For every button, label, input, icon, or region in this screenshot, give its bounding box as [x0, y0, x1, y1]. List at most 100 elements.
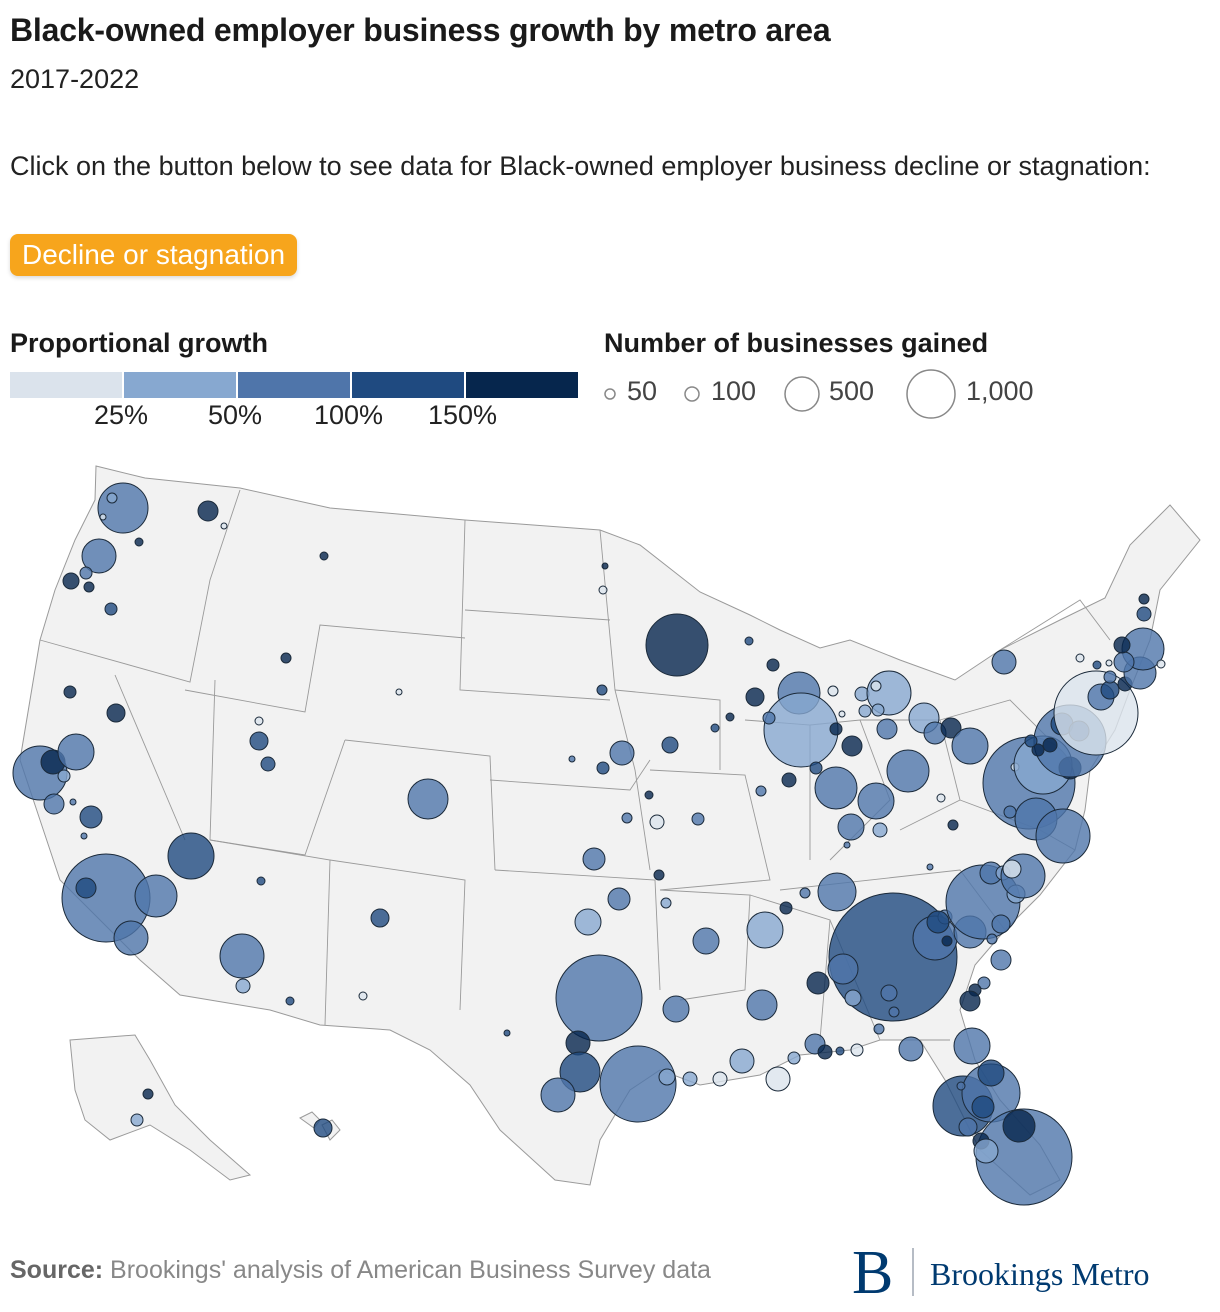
metro-bubble	[781, 772, 797, 788]
size-legend-title: Number of businesses gained	[604, 328, 989, 358]
metro-bubble	[285, 996, 295, 1006]
metro-bubble	[280, 652, 292, 664]
state-border	[489, 759, 651, 791]
decline-or-stagnation-button[interactable]: Decline or stagnation	[10, 234, 298, 276]
metro-bubble	[973, 1138, 999, 1164]
metro-bubble	[1003, 805, 1017, 819]
source-note: Source: Brookings' analysis of American …	[10, 1256, 711, 1285]
metro-bubble	[971, 1095, 995, 1119]
metro-bubble	[1138, 593, 1150, 605]
metro-bubble	[873, 1023, 885, 1035]
metro-bubble	[991, 649, 1017, 675]
metro-bubble	[977, 976, 991, 990]
state-border	[344, 739, 496, 871]
metro-bubble	[1042, 737, 1058, 753]
metro-bubble	[607, 887, 631, 911]
metro-bubble	[745, 687, 765, 707]
metro-bubble	[79, 805, 103, 829]
color-legend-swatch	[238, 372, 350, 398]
metro-bubble	[977, 1059, 1005, 1087]
instructions-text: Click on the button below to see data fo…	[10, 151, 1151, 181]
metro-bubble	[755, 785, 767, 797]
metro-bubble	[57, 769, 71, 783]
size-legend-circle	[684, 386, 700, 402]
logo-divider	[912, 1248, 914, 1296]
brand-name: Brookings Metro	[930, 1256, 1150, 1292]
chart-subtitle: 2017-2022	[10, 64, 140, 94]
us-metro-map	[12, 465, 1201, 1206]
metro-bubble	[809, 761, 823, 775]
metro-bubble	[958, 1117, 978, 1137]
metro-bubble	[249, 731, 269, 751]
metro-bubble	[765, 1066, 791, 1092]
state-border	[659, 889, 751, 1001]
metro-bubble	[80, 832, 88, 840]
metro-bubble	[1092, 660, 1102, 670]
size-legend: 50 100 500 1,000	[600, 368, 1060, 420]
metro-bubble	[599, 1045, 677, 1123]
metro-bubble	[503, 1029, 511, 1037]
metro-bubble	[872, 822, 888, 838]
metro-bubble	[79, 566, 93, 580]
metro-bubble	[947, 819, 959, 831]
metro-bubble	[876, 718, 898, 740]
metro-bubble	[220, 522, 228, 530]
metro-bubble	[991, 914, 1011, 934]
metro-bubble	[1113, 636, 1131, 654]
metro-bubble	[787, 1051, 801, 1065]
metro-bubble	[838, 710, 846, 718]
metro-bubble	[43, 793, 65, 815]
metro-bubble	[609, 740, 635, 766]
metro-bubble	[559, 1051, 601, 1093]
metro-bubble	[142, 1088, 154, 1100]
metro-bubble	[596, 761, 610, 775]
color-legend-swatch	[10, 372, 122, 398]
metro-bubble	[260, 756, 276, 772]
metro-bubble	[621, 812, 633, 824]
metro-bubble	[113, 920, 149, 956]
color-legend-tick: 25%	[94, 400, 149, 430]
metro-bubbles	[12, 482, 1166, 1206]
metro-bubble	[744, 636, 754, 646]
size-legend-label: 1,000	[966, 376, 1034, 406]
color-legend-swatch	[466, 372, 578, 398]
metro-bubble	[62, 572, 80, 590]
source-text: Brookings' analysis of American Business…	[103, 1256, 711, 1284]
color-legend-scale	[10, 372, 578, 398]
color-legend-tick: 50%	[208, 400, 263, 430]
metro-bubble	[746, 989, 778, 1021]
size-legend-circles	[604, 369, 956, 419]
metro-bubble	[691, 812, 705, 826]
metro-bubble	[1031, 743, 1045, 757]
metro-bubble	[940, 717, 962, 739]
metro-bubble	[990, 949, 1012, 971]
size-legend-circle	[784, 376, 820, 412]
metro-bubble	[256, 876, 266, 886]
metro-bubble	[710, 723, 720, 733]
metro-bubble	[407, 778, 449, 820]
metro-bubble	[106, 703, 126, 723]
metro-bubble	[817, 872, 857, 912]
size-legend-label: 500	[829, 376, 875, 406]
metro-bubble	[97, 482, 149, 534]
metro-bubble	[1075, 653, 1085, 663]
metro-bubble	[167, 832, 215, 880]
metro-bubble	[99, 513, 107, 521]
state-border	[860, 719, 961, 831]
metro-bubble	[888, 1006, 900, 1018]
metro-bubble	[763, 692, 839, 768]
metro-bubble	[870, 680, 882, 692]
size-legend-circle	[906, 369, 956, 419]
metro-bubble	[219, 933, 265, 979]
metro-bubble	[814, 766, 858, 810]
metro-bubble	[953, 1027, 991, 1065]
state-border	[459, 519, 611, 701]
metro-bubble	[857, 782, 895, 820]
size-legend-label: 50	[627, 376, 658, 406]
metro-bubble	[574, 908, 602, 936]
metro-bubble	[858, 704, 872, 718]
metro-bubble	[1024, 734, 1038, 748]
metro-bubble	[106, 492, 118, 504]
size-legend-circle	[604, 388, 616, 400]
color-legend-swatch	[124, 372, 236, 398]
